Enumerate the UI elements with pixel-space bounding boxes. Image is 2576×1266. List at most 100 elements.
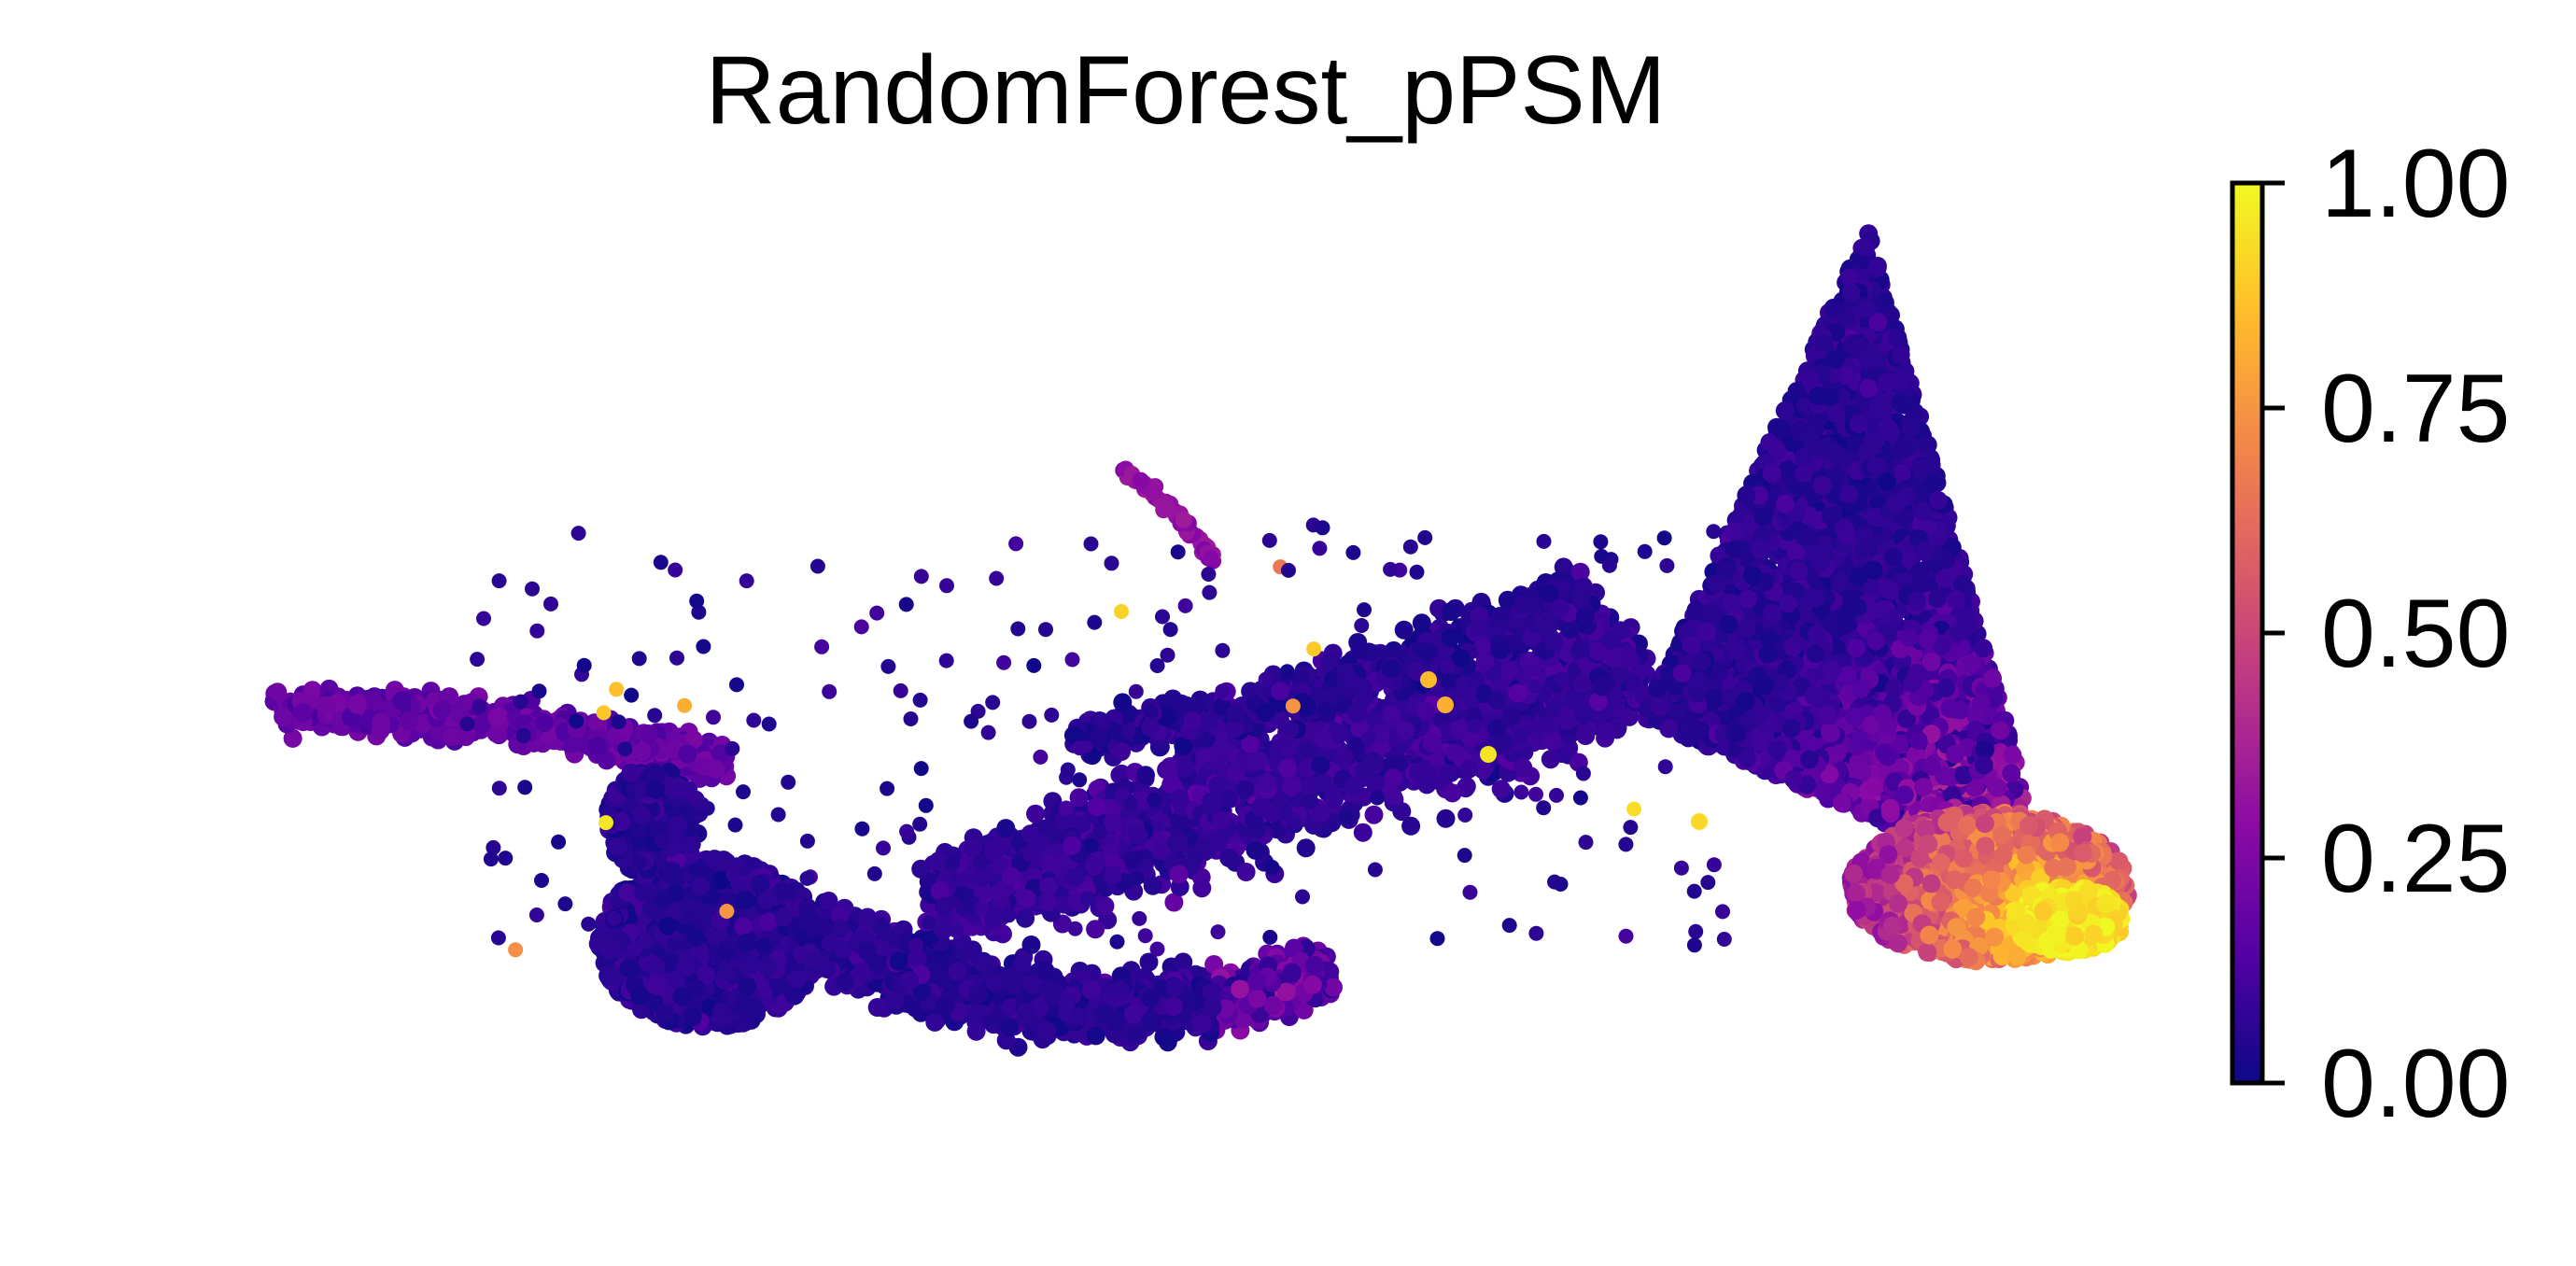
scatter-point	[648, 976, 667, 995]
scatter-point	[1163, 997, 1183, 1016]
scatter-point	[432, 700, 452, 720]
scatter-point	[734, 917, 753, 936]
scatter-point	[675, 958, 695, 978]
scatter-point	[985, 974, 1005, 992]
scatter-point	[618, 883, 638, 902]
scatter-point	[1143, 876, 1162, 895]
scatter-point	[1081, 980, 1101, 1000]
scatter-point	[836, 972, 855, 992]
scatter-point	[706, 759, 725, 779]
scatter-point	[399, 711, 418, 731]
scatter-point	[1364, 805, 1384, 824]
scatter-point	[632, 806, 652, 825]
scatter-point	[772, 881, 792, 901]
scatter-point	[630, 986, 650, 1006]
scatter-point	[966, 1021, 986, 1041]
scatter-point	[1246, 972, 1266, 992]
scatter-points	[264, 224, 2137, 1057]
scatter-point	[1022, 975, 1042, 994]
scatter-point	[1035, 961, 1055, 980]
scatter-point	[1158, 1033, 1177, 1052]
scatter-point	[472, 714, 491, 734]
scatter-point	[1070, 1007, 1090, 1027]
scatter-point	[691, 877, 711, 896]
scatter-point	[736, 1012, 755, 1032]
scatter-point	[597, 751, 616, 770]
scatter-point	[1042, 986, 1062, 1006]
scatter-point	[646, 780, 665, 799]
scatter-point	[1305, 955, 1325, 975]
scatter-point	[371, 721, 390, 740]
scatter-point	[655, 1004, 675, 1023]
scatter-point	[963, 940, 982, 960]
scatter-point	[646, 957, 666, 977]
scatter-point	[632, 742, 652, 762]
scatter-point	[268, 682, 288, 702]
scatter-point	[1123, 1005, 1143, 1024]
scatter-point	[1296, 838, 1316, 858]
scatter-point	[1283, 964, 1302, 983]
scatter-point	[1095, 1004, 1114, 1023]
chart-title: RandomForest_pPSM	[706, 36, 1667, 145]
scatter-point	[737, 933, 756, 952]
scatter-point	[683, 1007, 702, 1027]
scatter-point	[293, 703, 313, 723]
scatter-point	[658, 916, 678, 935]
scatter-point	[1491, 780, 1511, 799]
scatter-point	[889, 951, 908, 971]
scatter-point	[968, 984, 988, 1004]
scatter-point	[788, 969, 808, 989]
scatter-point	[317, 696, 336, 715]
scatter-point	[705, 850, 725, 869]
scatter-point	[1127, 1024, 1147, 1044]
scatter-point	[534, 713, 554, 733]
scatter-point	[1192, 879, 1212, 898]
scatter-point	[1247, 989, 1267, 1008]
scatter-point	[1141, 988, 1161, 1007]
scatter-point	[867, 998, 887, 1017]
scatter-point	[1110, 980, 1130, 1000]
scatter-point	[717, 963, 737, 981]
scatter-point	[692, 910, 711, 930]
scatter-point	[1026, 804, 1045, 823]
scatter-point	[686, 928, 706, 947]
scatter-point	[621, 763, 640, 782]
scatter-point	[283, 728, 303, 748]
scatter-point	[885, 991, 905, 1010]
scatter-point	[1165, 978, 1185, 997]
scatter-point	[564, 734, 584, 753]
scatter-point	[858, 907, 878, 927]
scatter-point	[1203, 998, 1222, 1017]
scatter-point	[619, 959, 639, 978]
scatter-point	[867, 953, 887, 973]
scatter-point	[925, 1012, 945, 1032]
scatter-point	[758, 956, 778, 976]
scatter-point	[715, 1007, 735, 1027]
scatter-point	[1086, 1026, 1105, 1046]
scatter-point	[900, 971, 920, 990]
scatter-point	[821, 934, 840, 953]
scatter-point	[741, 954, 761, 974]
scatter-point	[1086, 920, 1105, 939]
scatter-point	[1000, 1018, 1020, 1037]
scatter-point	[751, 874, 770, 893]
scatter-point	[736, 891, 755, 910]
scatter-point	[608, 837, 627, 857]
scatter-point	[817, 959, 837, 978]
scatter-point	[678, 744, 697, 764]
scatter-point	[669, 778, 688, 796]
scatter-point	[936, 995, 955, 1015]
scatter-point	[1263, 995, 1283, 1015]
scatter-point	[639, 724, 658, 743]
scatter-point	[1401, 816, 1421, 836]
scatter-point	[672, 987, 692, 1006]
scatter-point	[487, 708, 507, 727]
scatter-point	[668, 815, 687, 835]
scatter-point	[348, 695, 367, 714]
scatter-point	[274, 707, 293, 726]
scatter-point	[734, 993, 753, 1013]
scatter-point	[1302, 975, 1322, 994]
scatter-point	[1037, 1021, 1056, 1041]
scatter-point	[813, 917, 833, 936]
